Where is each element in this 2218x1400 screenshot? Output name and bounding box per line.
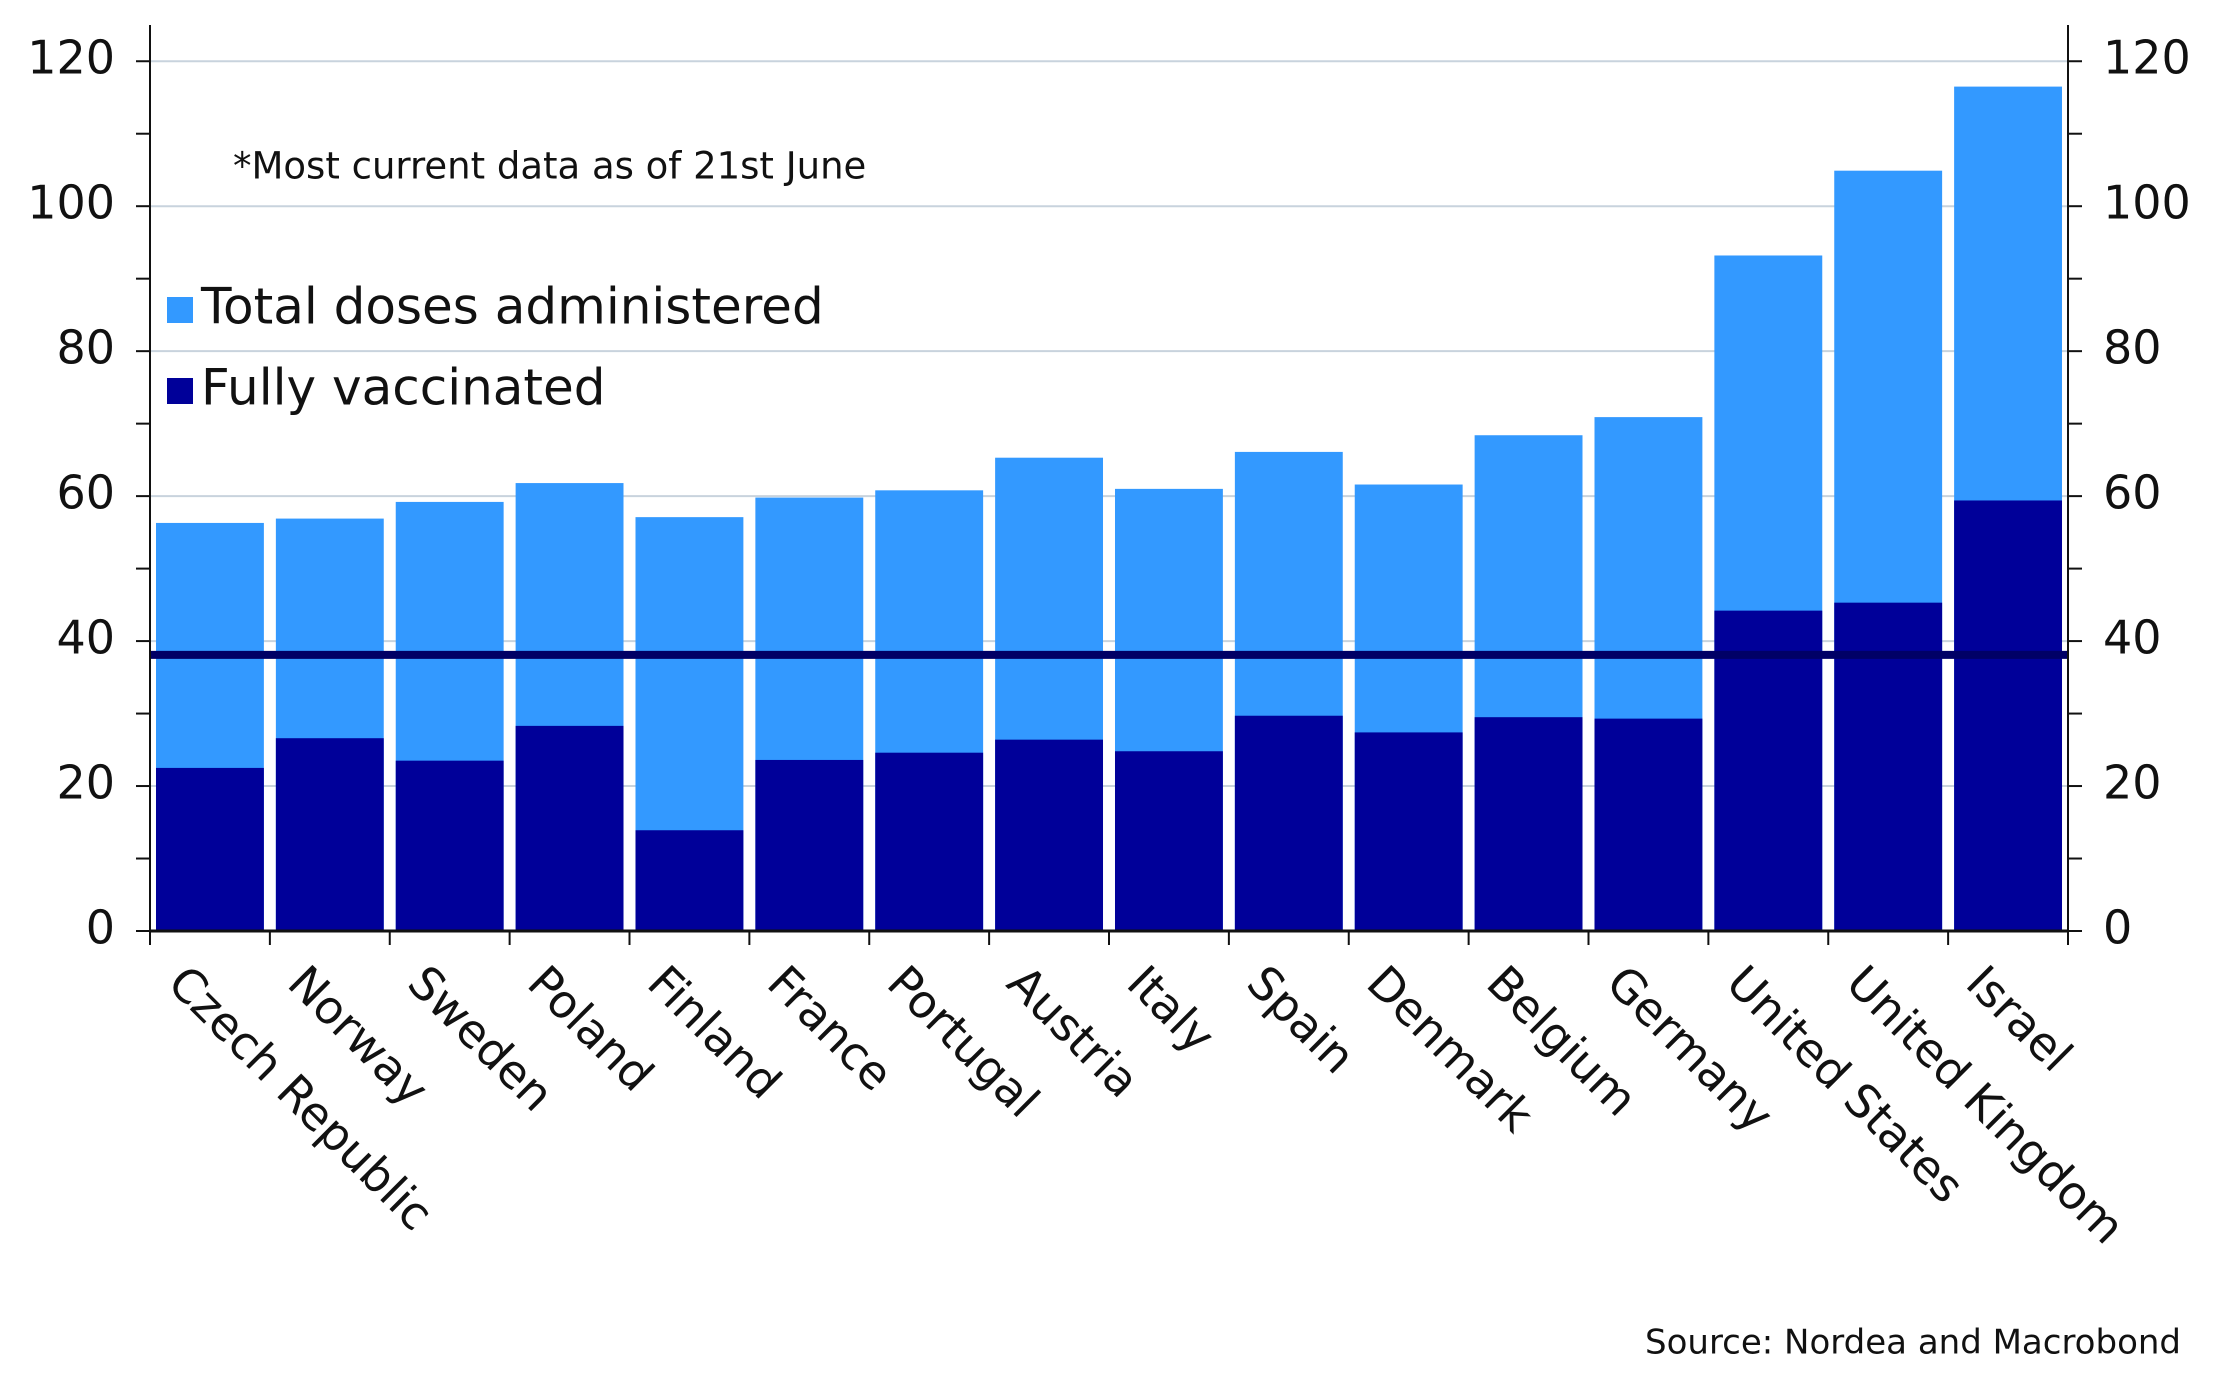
y-tick-label: 80 — [56, 321, 115, 375]
y-tick-label: 120 — [27, 31, 115, 85]
bar — [995, 739, 1104, 931]
x-tick-label: Spain — [1237, 955, 1366, 1084]
source: Source: Nordea and Macrobond — [1645, 1323, 2181, 1363]
x-tick-label: Finland — [637, 955, 791, 1109]
y-tick-label: 100 — [27, 176, 115, 230]
y2-tick-label: 0 — [2103, 901, 2132, 955]
bar — [1594, 718, 1703, 931]
y-tick-label: 60 — [56, 466, 115, 520]
bar — [635, 830, 744, 931]
bar — [155, 767, 264, 931]
y-tick-label: 0 — [86, 901, 115, 955]
y2-tick-label: 40 — [2103, 611, 2162, 665]
bar — [1474, 717, 1583, 931]
legend-label: Fully vaccinated — [201, 359, 606, 417]
bar — [755, 759, 864, 931]
bar — [515, 725, 624, 931]
bar — [875, 752, 984, 931]
bar — [1714, 610, 1823, 931]
y2-tick-label: 100 — [2103, 176, 2191, 230]
y-tick-label: 40 — [56, 611, 115, 665]
bar — [1114, 751, 1223, 931]
bar — [1354, 732, 1463, 931]
x-tick-label: Italy — [1117, 955, 1226, 1064]
bar — [1954, 500, 2063, 931]
bar — [1234, 715, 1343, 931]
bar — [275, 738, 384, 931]
y2-tick-label: 120 — [2103, 31, 2191, 85]
y-tick-label: 20 — [56, 756, 115, 810]
legend-label: Total doses administered — [200, 278, 824, 336]
bar — [395, 760, 504, 931]
annotation: *Most current data as of 21st June — [233, 145, 866, 188]
y2-tick-label: 60 — [2103, 466, 2162, 520]
legend-swatch — [167, 297, 193, 323]
legend-swatch — [167, 378, 193, 404]
y2-tick-label: 20 — [2103, 756, 2162, 810]
y2-tick-label: 80 — [2103, 321, 2162, 375]
